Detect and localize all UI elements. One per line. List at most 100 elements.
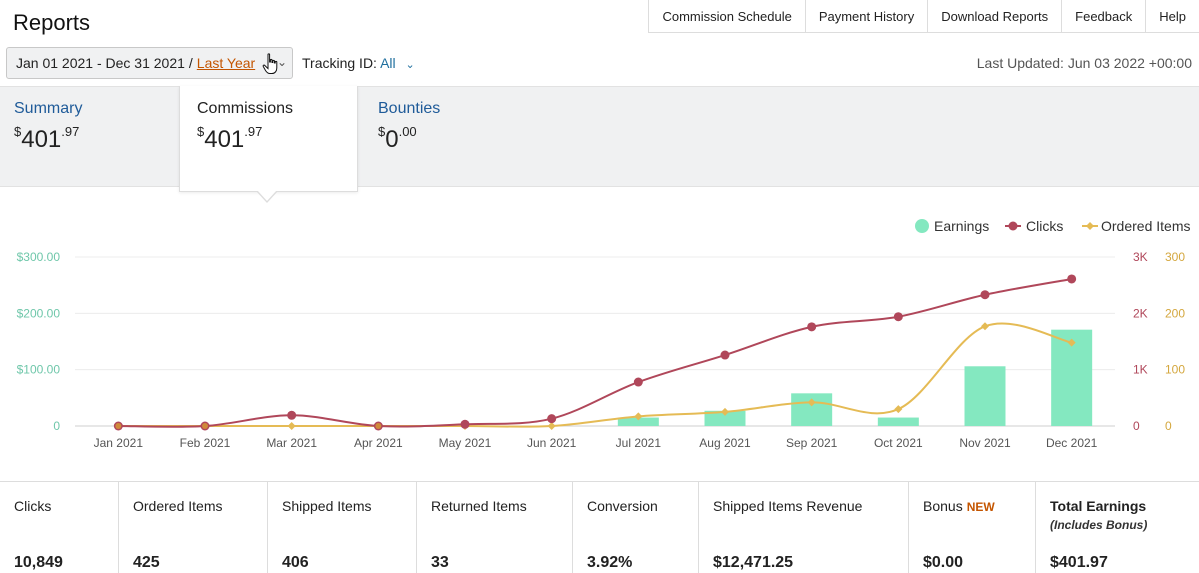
metric-label: Total Earnings [1050, 498, 1147, 514]
metric-value: $0.00 [923, 554, 964, 571]
x-tick-label: Oct 2021 [874, 436, 923, 450]
clicks-point [460, 419, 470, 429]
earnings-bar [964, 366, 1006, 426]
metric-value: 425 [133, 554, 160, 571]
tracking-id-value[interactable]: All [380, 55, 396, 71]
clicks-point [287, 410, 297, 420]
metric-returned-items: Returned Items 33 [417, 482, 573, 573]
metric-bonus: Bonus NEW $0.00 [909, 482, 1036, 573]
chevron-down-icon: ⌄ [405, 59, 415, 71]
tracking-id-label: Tracking ID: [302, 55, 377, 71]
amount-cents: .00 [398, 124, 417, 139]
y-left-tick-label: $200.00 [17, 306, 61, 320]
date-preset-link[interactable]: Last Year [196, 55, 256, 71]
metric-label: Returned Items [431, 498, 527, 514]
amount-whole: 0 [385, 126, 399, 153]
metric-ordered-items: Ordered Items 425 [119, 482, 268, 573]
zero-overlap-point [115, 423, 122, 429]
date-range-text: Jan 01 2021 - Dec 31 2021 [16, 55, 185, 71]
clicks-point [1067, 274, 1077, 284]
new-badge: NEW [966, 500, 995, 514]
ordered-items-point [634, 412, 643, 421]
metric-conversion: Conversion 3.92% [573, 482, 699, 573]
metric-shipped-items: Shipped Items 406 [268, 482, 417, 573]
x-tick-label: May 2021 [439, 436, 492, 450]
x-tick-label: Nov 2021 [959, 436, 1011, 450]
metric-clicks: Clicks 10,849 [0, 482, 119, 573]
y-right-clicks-tick-label: 2K [1133, 306, 1148, 320]
clicks-point [980, 290, 990, 300]
x-tick-label: Aug 2021 [699, 436, 751, 450]
tracking-id-filter[interactable]: Tracking ID: All ⌄ [302, 55, 415, 71]
currency-symbol: $ [197, 124, 205, 139]
tab-bounties[interactable]: Bounties $0.00 [378, 86, 538, 187]
metric-label: Conversion [587, 498, 658, 514]
metric-value: 3.92% [587, 554, 633, 571]
y-left-tick-label: $300.00 [17, 250, 61, 264]
y-right-items-tick-label: 200 [1165, 306, 1185, 320]
tab-bounties-label: Bounties [378, 100, 441, 117]
ordered-items-point [981, 322, 989, 331]
clicks-point [547, 414, 557, 424]
metric-sublabel: (Includes Bonus) [1050, 518, 1148, 532]
earnings-bar [617, 417, 659, 426]
feedback-link[interactable]: Feedback [1061, 0, 1145, 33]
x-tick-label: Dec 2021 [1046, 436, 1098, 450]
tab-commissions[interactable]: Commissions $401.97 [179, 86, 358, 192]
legend-items-label: Ordered Items [1101, 218, 1190, 234]
active-tab-pointer [256, 190, 278, 203]
ordered-items-point [721, 407, 729, 416]
y-right-items-tick-label: 300 [1165, 250, 1185, 264]
metrics-bar: Clicks 10,849 Ordered Items 425 Shipped … [0, 481, 1199, 573]
legend-items-icon [1086, 222, 1094, 230]
metric-value: 10,849 [14, 554, 63, 571]
x-tick-label: Feb 2021 [180, 436, 231, 450]
currency-symbol: $ [14, 124, 22, 139]
clicks-point [807, 322, 817, 332]
metric-label: Bonus NEW [923, 498, 1035, 514]
chevron-down-icon: ⌄ [276, 55, 287, 69]
ordered-items-point [1067, 338, 1076, 347]
x-tick-label: Jan 2021 [94, 436, 144, 450]
amount-whole: 401 [21, 126, 62, 153]
clicks-point [893, 312, 903, 322]
x-tick-label: Jul 2021 [616, 436, 662, 450]
amount-cents: .97 [61, 124, 80, 139]
tab-summary-amount: $401.97 [14, 124, 174, 154]
earnings-bar [877, 417, 919, 426]
metric-label: Shipped Items [282, 498, 372, 514]
ordered-items-point [894, 405, 903, 414]
payment-history-link[interactable]: Payment History [804, 0, 927, 33]
top-navigation: Commission Schedule Payment History Down… [648, 0, 1199, 33]
metric-value: 33 [431, 554, 449, 571]
tab-summary-label: Summary [14, 100, 83, 117]
legend-clicks-label: Clicks [1026, 218, 1063, 234]
zero-overlap-point [202, 423, 208, 429]
amount-cents: .97 [244, 124, 263, 139]
metric-label: Clicks [14, 498, 52, 514]
metric-label: Shipped Items Revenue [713, 498, 863, 514]
x-tick-label: Apr 2021 [354, 436, 403, 450]
legend-clicks-icon [1008, 221, 1018, 231]
ordered-items-line [118, 322, 1072, 428]
tab-bounties-amount: $0.00 [378, 124, 538, 154]
y-right-items-tick-label: 0 [1165, 419, 1172, 433]
metric-label-text: Bonus [923, 498, 963, 514]
y-right-clicks-tick-label: 1K [1133, 363, 1148, 377]
tab-summary[interactable]: Summary $401.97 [14, 86, 174, 187]
tab-commissions-label: Commissions [197, 100, 294, 117]
help-link[interactable]: Help [1145, 0, 1199, 33]
date-range-picker[interactable]: Jan 01 2021 - Dec 31 2021 / Last Year ⌄ [6, 47, 293, 79]
metric-value: $401.97 [1050, 554, 1108, 571]
metric-total-earnings: Total Earnings (Includes Bonus) $401.97 [1036, 482, 1199, 573]
y-left-tick-label: $100.00 [17, 363, 61, 377]
download-reports-link[interactable]: Download Reports [927, 0, 1061, 33]
earnings-chart: $300.00 3K 300 $200.00 2K 200 $100.00 1K 100 0 0 0 J… [17, 218, 1191, 450]
amount-whole: 401 [204, 126, 245, 153]
date-range-separator: / [188, 55, 193, 71]
x-tick-label: Jun 2021 [527, 436, 577, 450]
clicks-line [118, 277, 1072, 428]
y-right-clicks-tick-label: 3K [1133, 250, 1148, 264]
commission-schedule-link[interactable]: Commission Schedule [648, 0, 804, 33]
metric-value: 406 [282, 554, 309, 571]
